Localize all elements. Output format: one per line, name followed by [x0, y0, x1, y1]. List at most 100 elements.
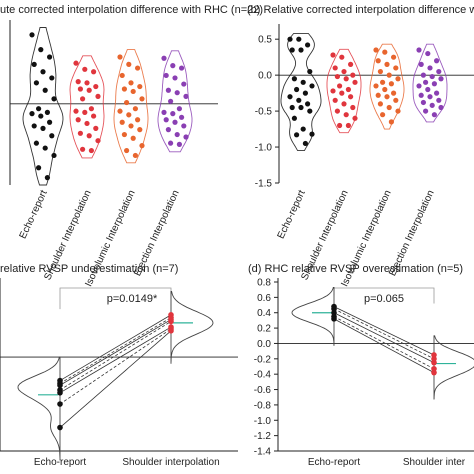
- panel-a-point: [51, 96, 57, 102]
- panel-a-point: [40, 69, 46, 75]
- panel-b-point: [388, 81, 394, 87]
- panel-a-point: [124, 147, 130, 154]
- panel-a-point: [130, 135, 136, 141]
- panel-b-point: [391, 54, 397, 60]
- panel-b-point: [420, 72, 426, 78]
- panel-b-point: [423, 108, 429, 114]
- panel-a-point: [86, 133, 92, 139]
- panel-d-violin-left: [291, 286, 335, 346]
- panel-b-point: [302, 140, 308, 147]
- panel-a-point: [130, 88, 136, 95]
- panel-d-point-left: [331, 309, 337, 316]
- panel-d-y-tick: 0.2: [257, 324, 271, 335]
- panel-b-point: [431, 112, 437, 118]
- panel-a-point: [80, 96, 86, 102]
- panel-a-point: [49, 75, 55, 81]
- panel-b-point: [350, 104, 356, 111]
- panel-a-point: [183, 134, 189, 140]
- panel-a-point: [44, 109, 51, 115]
- panel-c-violin-right: [170, 290, 214, 364]
- panel-b-point: [296, 97, 302, 103]
- panel-d-y-tick: -0.4: [254, 370, 272, 381]
- panel-a-point: [179, 114, 185, 120]
- panel-a-point: [137, 83, 143, 90]
- panel-a-point: [170, 111, 176, 117]
- panel-b-point: [300, 79, 306, 85]
- panel-b-point: [380, 79, 386, 85]
- panel-b-point: [431, 81, 437, 87]
- panel-d-y-tick: -0.2: [254, 354, 272, 365]
- panel-a-point: [91, 69, 97, 75]
- panel-a-point: [132, 106, 138, 112]
- panel-d-y-tick: -0.6: [254, 385, 272, 396]
- panel-b-point: [307, 108, 313, 114]
- panel-b-point: [438, 76, 444, 82]
- panel-a-point: [77, 86, 83, 92]
- panel-a-point: [84, 120, 90, 127]
- panel-a-point: [161, 109, 167, 115]
- panel-b-point: [334, 108, 340, 114]
- panel-b-point: [395, 108, 401, 114]
- panel-a-point: [170, 63, 176, 69]
- panel-a-point: [88, 106, 94, 112]
- panel-b-point: [332, 97, 338, 103]
- panel-a-point: [174, 90, 180, 96]
- panel-c-pair-line: [59, 321, 172, 391]
- panel-c-pair-line: [59, 330, 172, 428]
- panel-c-x-tick: Shoulder interpolation: [122, 457, 219, 468]
- panel-a-point: [75, 79, 81, 85]
- panel-c-pair-line: [59, 326, 172, 394]
- panel-d-y-tick: 0.0: [257, 339, 271, 350]
- panel-b-point: [388, 119, 394, 125]
- panel-a-point: [126, 61, 132, 67]
- panel-a-x-tick: Echo-report: [18, 188, 50, 240]
- panel-b-point: [298, 47, 304, 53]
- panel-b-point: [386, 72, 392, 78]
- panel-b-point: [289, 47, 295, 53]
- panel-b-point: [416, 47, 422, 53]
- panel-b-point: [294, 86, 300, 93]
- panel-a-title: ute corrected interpolation difference w…: [0, 4, 263, 16]
- panel-a-point: [139, 96, 145, 102]
- panel-b-point: [309, 83, 315, 89]
- panel-d-pvalue: p=0.065: [364, 293, 404, 305]
- panel-a-point: [47, 119, 53, 125]
- panel-b-point: [287, 94, 293, 100]
- panel-a-violin-3: [157, 50, 193, 153]
- panel-d-point-right: [431, 359, 437, 366]
- panel-d-y-tick: -1.0: [254, 416, 272, 427]
- panel-b-point: [330, 88, 336, 94]
- panel-b-point: [395, 76, 401, 82]
- panel-c-pvalue: p=0.0149*: [107, 293, 158, 305]
- panel-b-point: [429, 102, 435, 108]
- panel-a-point: [168, 98, 174, 104]
- panel-a-point: [93, 83, 99, 90]
- panel-b-point: [423, 79, 429, 85]
- panel-b-title: (b) Relative corrected interpolation dif…: [247, 4, 474, 16]
- panel-b-point: [296, 36, 302, 42]
- panel-d-y-tick: -1.4: [254, 447, 272, 458]
- panel-a-point: [36, 106, 42, 112]
- panel-d-violin-right: [433, 335, 474, 400]
- panel-a-point: [135, 65, 141, 71]
- panel-a-point: [124, 99, 130, 106]
- panel-c-point-left: [57, 401, 63, 407]
- panel-d-point-right: [431, 369, 437, 376]
- panel-b-point: [307, 68, 313, 75]
- panel-a-point: [126, 112, 132, 118]
- panel-b-point: [425, 50, 431, 57]
- panel-b-point: [291, 115, 297, 121]
- panel-a-point: [119, 119, 125, 125]
- panel-a-point: [88, 147, 94, 154]
- panel-a-point: [51, 152, 57, 159]
- panel-b-violin-1: [326, 48, 362, 134]
- panel-d-y-tick: -0.8: [254, 400, 272, 411]
- panel-a-point: [163, 72, 169, 79]
- panel-a-point: [172, 119, 178, 125]
- panel-a-point: [176, 106, 182, 112]
- panel-a-point: [40, 125, 46, 131]
- panel-b-point: [339, 90, 345, 96]
- panel-a-point: [128, 80, 134, 86]
- panel-d-y-tick: -1.2: [254, 431, 272, 442]
